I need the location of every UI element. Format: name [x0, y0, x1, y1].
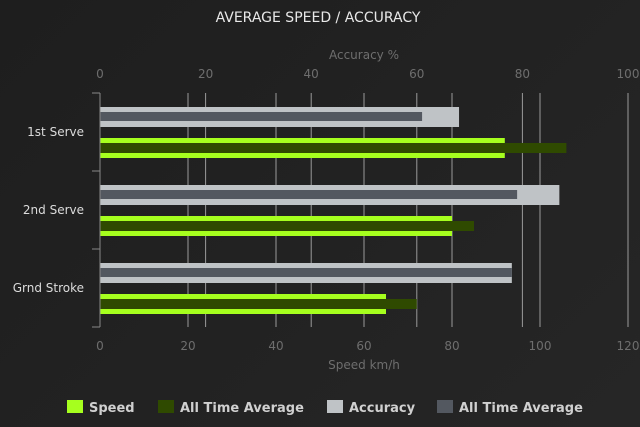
bottom-tick-label: 80 — [444, 339, 459, 353]
bar-accuracy-average — [100, 190, 518, 199]
legend-swatch — [67, 400, 83, 413]
bottom-tick-label: 40 — [268, 339, 283, 353]
bottom-tick-label: 100 — [529, 339, 552, 353]
chart-title: AVERAGE SPEED / ACCURACY — [216, 10, 421, 26]
bar-accuracy-average — [100, 112, 423, 121]
category-label: 2nd Serve — [23, 203, 84, 217]
legend-label: Accuracy — [349, 401, 416, 416]
top-tick-label: 100 — [617, 67, 640, 81]
bottom-axis-label: Speed km/h — [328, 358, 400, 372]
top-tick-label: 80 — [515, 67, 530, 81]
legend-swatch — [437, 400, 453, 413]
bar-speed-average — [100, 221, 474, 231]
bar-speed-average — [100, 143, 567, 153]
top-axis-label: Accuracy % — [329, 48, 399, 62]
bottom-tick-label: 0 — [96, 339, 104, 353]
legend-label: All Time Average — [459, 401, 583, 416]
bottom-tick-label: 60 — [356, 339, 371, 353]
bar-speed-average — [100, 299, 417, 309]
legend-label: Speed — [89, 401, 135, 416]
bottom-tick-label: 20 — [180, 339, 195, 353]
legend-swatch — [327, 400, 343, 413]
top-tick-label: 40 — [304, 67, 319, 81]
top-tick-label: 0 — [96, 67, 104, 81]
top-tick-label: 20 — [198, 67, 213, 81]
bottom-tick-label: 120 — [617, 339, 640, 353]
legend-swatch — [158, 400, 174, 413]
category-label: 1st Serve — [27, 125, 84, 139]
top-tick-label: 60 — [409, 67, 424, 81]
legend-label: All Time Average — [180, 401, 304, 416]
category-label: Grnd Stroke — [13, 281, 84, 295]
bar-accuracy-average — [100, 268, 512, 277]
